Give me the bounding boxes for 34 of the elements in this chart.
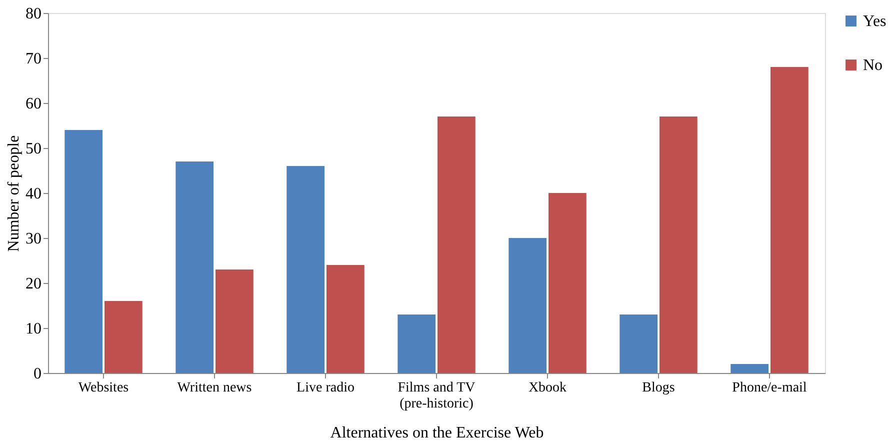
bar	[104, 301, 142, 373]
x-tick-label: Phone/e-mail	[732, 380, 807, 396]
x-tick-label: Written news	[177, 380, 252, 396]
y-tick-label: 0	[34, 366, 42, 382]
bar	[215, 270, 254, 373]
y-tick-label: 80	[26, 6, 42, 22]
x-tick-label: Websites	[78, 380, 129, 396]
bar	[620, 314, 658, 373]
bar	[326, 265, 364, 373]
bar	[286, 166, 325, 373]
y-tick-label: 70	[26, 50, 42, 68]
bar	[770, 67, 808, 373]
x-tick-label: Blogs	[642, 380, 675, 396]
bar	[437, 116, 476, 373]
bar	[548, 193, 586, 373]
y-tick-label: 10	[26, 320, 42, 338]
x-tick-label: Live radio	[296, 380, 354, 396]
x-axis-title: Alternatives on the Exercise Web	[330, 424, 544, 442]
y-tick-label: 40	[26, 186, 42, 202]
x-tick-label: Xbook	[528, 380, 567, 396]
y-tick-label: 60	[26, 96, 42, 112]
y-tick-label: 50	[26, 140, 42, 158]
legend-label: No	[863, 57, 883, 74]
bar	[176, 162, 214, 373]
y-tick-label: 20	[26, 276, 42, 292]
legend-label: Yes	[863, 13, 886, 30]
bar	[659, 116, 698, 373]
bar	[730, 364, 769, 373]
y-axis-title: Number of people	[6, 135, 22, 252]
bar	[64, 130, 103, 373]
bar	[398, 314, 436, 373]
bar	[508, 238, 547, 373]
y-tick-label: 30	[26, 230, 42, 248]
x-tick-label: Films and TV (pre-historic)	[398, 380, 476, 412]
